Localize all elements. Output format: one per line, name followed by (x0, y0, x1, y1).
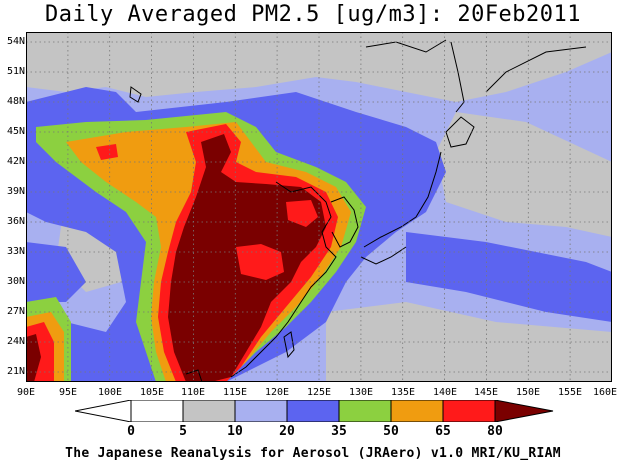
colorbar-bin-over (494, 400, 554, 422)
coast-korea (330, 196, 359, 248)
field-65-80-inner (236, 244, 284, 280)
colorbar-bin-under (75, 400, 132, 422)
colorbar-bin-0-5 (130, 400, 184, 422)
concentration-fields (26, 32, 612, 382)
colorbar-bin-5-10 (182, 400, 236, 422)
colorbar-label-35: 35 (331, 424, 347, 439)
coast-hainan (185, 369, 203, 382)
pm25-map (26, 32, 612, 382)
lon-tick-160e: 160E (592, 387, 618, 398)
lat-tick-51n: 51N (6, 66, 25, 77)
footer-credit: The Japanese Reanalysis for Aerosol (JRA… (65, 446, 561, 461)
lat-tick-27n: 27N (6, 306, 25, 317)
coast-lake-baikal (129, 86, 142, 103)
lat-tick-33n: 33N (6, 246, 25, 257)
coast-russia-north (365, 39, 447, 53)
lon-tick-140e: 140E (432, 387, 458, 398)
colorbar-bin-35-50 (338, 400, 392, 422)
field-5-10-southeast (326, 302, 612, 382)
lon-tick-115e: 115E (222, 387, 248, 398)
colorbar-bin-10-20 (234, 400, 288, 422)
lat-tick-30n: 30N (6, 276, 25, 287)
lon-tick-110e: 110E (180, 387, 206, 398)
colorbar-bin-20-35 (286, 400, 340, 422)
lat-tick-39n: 39N (6, 186, 25, 197)
map-title: Daily Averaged PM2.5 [ug/m3]: 20Feb2011 (44, 2, 582, 27)
colorbar-label-65: 65 (435, 424, 451, 439)
field-5-10-north (26, 32, 612, 102)
coast-japan-honshu (363, 151, 442, 248)
map-frame (26, 32, 612, 382)
lon-tick-90e: 90E (16, 387, 36, 398)
colorbar-label-10: 10 (227, 424, 243, 439)
field-65-80-west (96, 144, 118, 160)
lon-tick-155e: 155E (557, 387, 583, 398)
colorbar-bin-65-80 (442, 400, 496, 422)
lat-tick-21n: 21N (6, 366, 25, 377)
field-20-35-pacific (406, 232, 612, 322)
map-canvas (26, 32, 612, 382)
lon-tick-135e: 135E (390, 387, 416, 398)
coast-sakhalin (450, 41, 465, 113)
lon-tick-120e: 120E (264, 387, 290, 398)
field-over-80-southwest (26, 334, 41, 382)
lat-tick-48n: 48N (6, 96, 25, 107)
colorbar-label-50: 50 (383, 424, 399, 439)
coast-kamchatka-kuril (485, 46, 587, 93)
lat-tick-54n: 54N (6, 36, 25, 47)
colorbar-bin-50-65 (390, 400, 444, 422)
lon-tick-105e: 105E (139, 387, 165, 398)
field-5-10-east (436, 112, 612, 237)
field-65-80-inner-north (286, 200, 318, 227)
colorbar (75, 400, 554, 422)
lon-tick-145e: 145E (473, 387, 499, 398)
lat-lon-grid (26, 32, 612, 382)
coastlines (129, 39, 587, 382)
lat-tick-42n: 42N (6, 156, 25, 167)
colorbar-label-80: 80 (487, 424, 503, 439)
lon-tick-150e: 150E (515, 387, 541, 398)
lon-tick-100e: 100E (97, 387, 123, 398)
colorbar-label-20: 20 (279, 424, 295, 439)
coast-taiwan (283, 331, 295, 359)
lat-tick-24n: 24N (6, 336, 25, 347)
coast-japan-south (360, 246, 407, 265)
field-20-35-west-patch (26, 242, 86, 302)
lon-tick-125e: 125E (306, 387, 332, 398)
colorbar-label-5: 5 (179, 424, 187, 439)
lon-tick-130e: 130E (348, 387, 374, 398)
lat-tick-36n: 36N (6, 216, 25, 227)
lon-tick-95e: 95E (58, 387, 78, 398)
coast-china-korea (230, 181, 337, 378)
lat-tick-45n: 45N (6, 126, 25, 137)
coast-hokkaido (445, 116, 475, 148)
colorbar-label-0: 0 (127, 424, 135, 439)
